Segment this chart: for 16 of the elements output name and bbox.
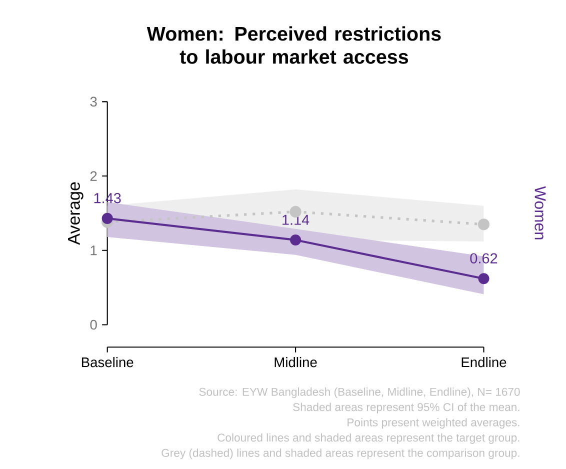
y-tick-label: 3 [90, 96, 97, 107]
y-tick-label: 0 [90, 320, 97, 330]
x-tick-label: Midline [274, 357, 317, 368]
data-label: 0.62 [470, 253, 498, 264]
x-tick-label: Baseline [82, 357, 134, 368]
y-tick-label: 2 [90, 171, 97, 181]
y-axis-title: Average [68, 182, 84, 245]
text: Women [534, 186, 546, 240]
x-tick-label: Endline [462, 357, 506, 368]
source-note: Source: EYW Bangladesh (Baseline, Midline, Endline), N= 1670 [199, 388, 520, 398]
text: Points present weighted averages. [348, 418, 520, 429]
text: Shaded areas represent 95% CI of the mean. [293, 402, 520, 414]
chart-title: Women: Perceived restrictions to labour market access [146, 26, 441, 64]
y-tick-label: 1 [90, 246, 97, 256]
text: Grey (dashed) lines and shaded areas represent the comparison group. [162, 448, 520, 460]
text: Coloured lines and shaded areas represent the target group. [218, 433, 520, 444]
